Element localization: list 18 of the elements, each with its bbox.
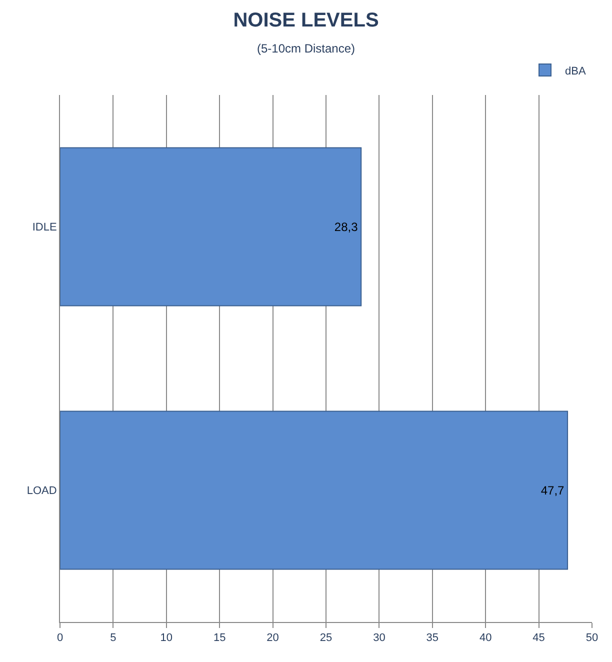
legend-label: dBA [565, 65, 586, 78]
chart-subtitle: (5-10cm Distance) [256, 41, 356, 56]
x-tick-label: 30 [373, 632, 386, 644]
x-tick-label: 10 [160, 632, 173, 644]
x-tick-label: 20 [266, 632, 279, 644]
data-label: 47,7 [540, 483, 565, 498]
x-tick-label: 25 [320, 632, 332, 644]
x-tick-label: 5 [110, 632, 116, 644]
data-label: 28,3 [334, 220, 358, 234]
x-tick-label: 15 [213, 632, 226, 644]
y-tick-label: IDLE [32, 222, 57, 234]
y-tick-label: LOAD [26, 485, 57, 498]
x-tick-label: 45 [532, 632, 545, 644]
x-tick-label: 0 [56, 632, 64, 644]
x-tick-label: 50 [586, 632, 598, 644]
x-tick-label: 40 [479, 632, 492, 644]
chart-title: NOISE LEVELS [233, 9, 379, 32]
x-tick-label: 35 [426, 632, 439, 644]
